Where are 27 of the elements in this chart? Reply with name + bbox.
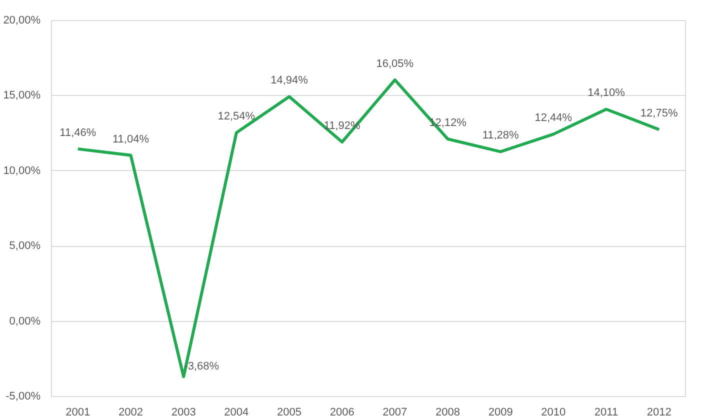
y-tick-label: 10,00% — [3, 164, 41, 177]
data-label: 11,04% — [112, 133, 150, 146]
x-tick-label: 2008 — [436, 406, 460, 418]
x-tick-label: 2011 — [594, 406, 618, 418]
data-label: 14,10% — [588, 87, 626, 100]
y-tick-label: 20,00% — [3, 14, 41, 26]
data-label: 14,94% — [270, 74, 308, 87]
data-label: 12,75% — [640, 108, 678, 120]
x-tick-label: 2003 — [171, 406, 196, 418]
data-label: 11,46% — [60, 126, 96, 139]
x-tick-label: 2006 — [330, 406, 354, 418]
x-tick-label: 2004 — [224, 406, 249, 418]
x-tick-label: 2009 — [488, 406, 513, 418]
y-tick-label: 0,00% — [9, 315, 41, 328]
x-tick-label: 2001 — [66, 406, 90, 418]
y-tick-label: 15,00% — [3, 90, 41, 102]
data-label: 12,44% — [534, 112, 572, 124]
y-tick-label: -5,00% — [6, 390, 41, 402]
x-tick-label: 2012 — [646, 406, 672, 418]
x-tick-label: 2005 — [277, 406, 302, 418]
x-tick-label: 2007 — [382, 406, 408, 418]
data-label: 12,54% — [218, 110, 256, 123]
y-tick-label: 5,00% — [9, 240, 41, 252]
data-label: 16,05% — [376, 58, 414, 70]
x-tick-label: 2002 — [118, 406, 143, 418]
data-label: 11,28% — [482, 130, 520, 142]
x-tick-label: 2010 — [541, 406, 566, 418]
